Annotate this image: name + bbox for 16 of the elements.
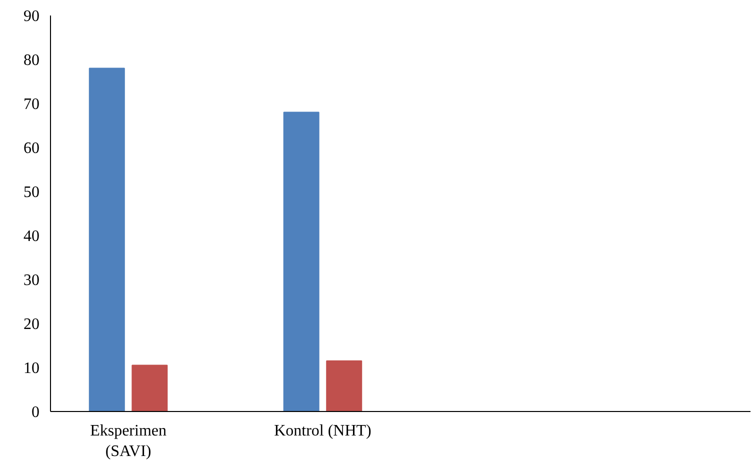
y-tick-label: 0 — [32, 404, 40, 421]
y-tick-label: 20 — [24, 316, 40, 333]
y-tick-label: 10 — [24, 360, 40, 377]
y-tick-label: 70 — [24, 96, 40, 113]
y-tick-label: 60 — [24, 140, 40, 157]
y-tick-label: 80 — [24, 52, 40, 69]
bar — [283, 112, 320, 412]
bar — [326, 360, 362, 412]
bar — [132, 364, 168, 412]
y-tick-label: 40 — [24, 228, 40, 245]
x-tick-label: Eksperimen (SAVI) — [90, 422, 166, 460]
bar — [88, 68, 125, 412]
y-tick-label: 50 — [24, 184, 40, 201]
y-tick-label: 90 — [24, 8, 40, 25]
x-tick-label: Kontrol (NHT) — [274, 422, 372, 440]
y-tick-label: 30 — [24, 272, 40, 289]
